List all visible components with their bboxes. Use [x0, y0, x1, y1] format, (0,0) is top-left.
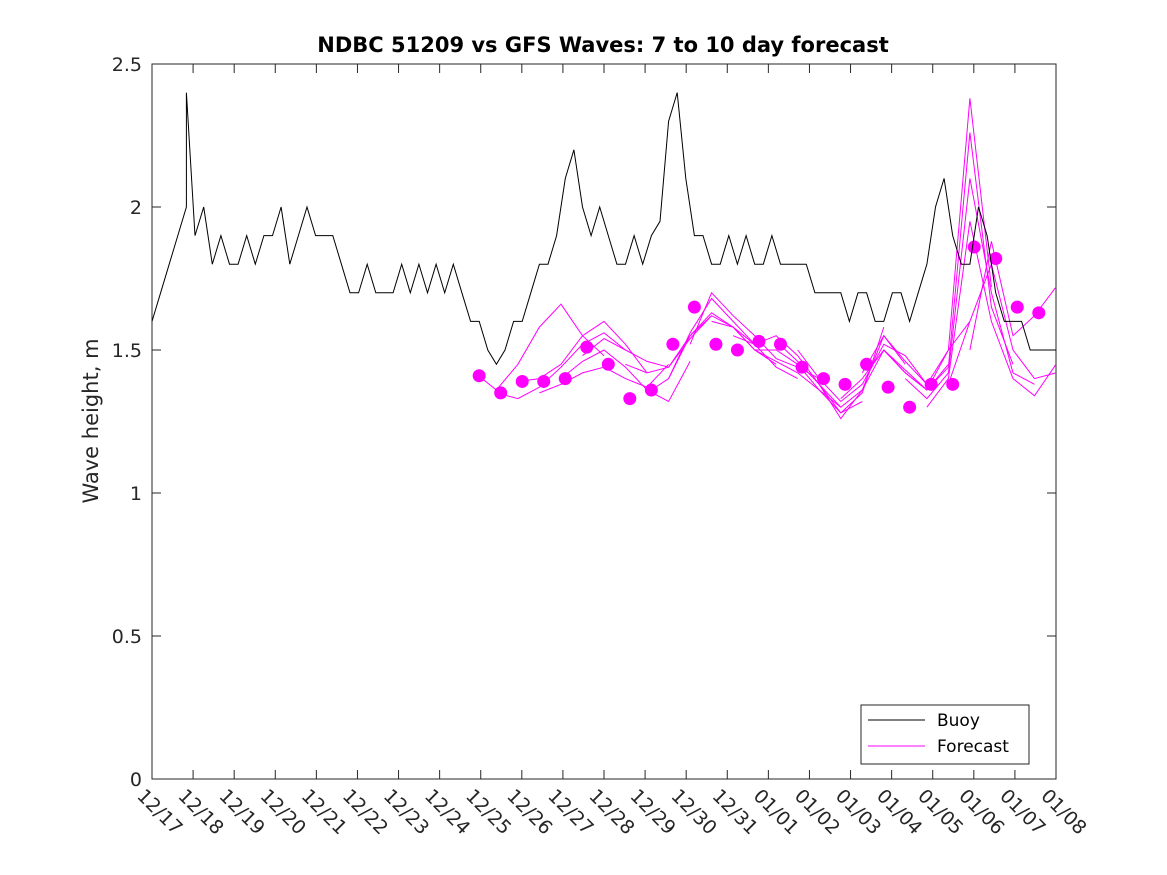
- y-tick-label: 0: [130, 769, 142, 791]
- forecast-point: [666, 337, 680, 351]
- x-tick-label: 12/18: [174, 785, 228, 839]
- forecast-point: [709, 337, 723, 351]
- x-tick-label: 12/23: [379, 785, 433, 839]
- x-tick-label: 12/29: [626, 785, 680, 839]
- x-tick-label: 01/03: [831, 785, 885, 839]
- forecast-point: [580, 340, 594, 354]
- x-tick-label: 12/28: [584, 785, 638, 839]
- legend-box: [860, 704, 1030, 765]
- forecast-point: [773, 337, 787, 351]
- forecast-point: [752, 334, 766, 348]
- forecast-point: [967, 240, 981, 254]
- forecast-point: [1032, 306, 1046, 320]
- x-tick-label: 12/22: [338, 785, 392, 839]
- x-tick-label: 12/17: [132, 785, 186, 839]
- buoy-line: [151, 92, 1056, 366]
- forecast-point: [472, 369, 486, 383]
- forecast-point: [558, 372, 572, 386]
- x-tick-label: 12/30: [667, 785, 721, 839]
- x-tick-label: 12/21: [297, 785, 351, 839]
- forecast-point: [1010, 300, 1024, 314]
- y-tick-label: 1: [130, 483, 142, 505]
- legend-forecast-label: Forecast: [937, 737, 1009, 757]
- forecast-point: [989, 251, 1003, 265]
- forecast-line: [947, 262, 1057, 385]
- forecast-point: [946, 377, 960, 391]
- forecast-point: [537, 374, 551, 388]
- x-tick-label: 01/07: [995, 785, 1049, 839]
- forecast-point: [687, 300, 701, 314]
- forecast-line: [560, 349, 691, 403]
- forecast-point: [515, 374, 529, 388]
- forecast-point: [601, 357, 615, 371]
- x-tick-label: 12/24: [420, 785, 474, 839]
- legend: Buoy Forecast: [860, 704, 1030, 765]
- x-tick-label: 01/05: [913, 785, 967, 839]
- forecast-line: [904, 178, 1035, 400]
- x-tick-label: 12/26: [502, 785, 556, 839]
- forecast-line: [883, 132, 1014, 391]
- forecast-point: [623, 392, 637, 406]
- plot-area: [151, 63, 1057, 780]
- x-tick-label: 12/20: [256, 785, 310, 839]
- x-tick-label: 12/19: [215, 785, 269, 839]
- forecast-point: [730, 343, 744, 357]
- chart-title: NDBC 51209 vs GFS Waves: 7 to 10 day for…: [317, 33, 888, 57]
- forecast-point: [881, 380, 895, 394]
- x-tick-label: 01/01: [749, 785, 803, 839]
- y-axis-label: Wave height, m: [79, 338, 103, 503]
- x-tick-label: 12/31: [708, 785, 762, 839]
- forecast-line: [754, 326, 885, 414]
- forecast-point: [795, 360, 809, 374]
- y-tick-label: 2.5: [112, 54, 142, 76]
- forecast-point: [903, 400, 917, 414]
- forecast-line: [926, 221, 1057, 408]
- forecast-point: [838, 377, 852, 391]
- forecast-line: [668, 297, 798, 380]
- forecast-point: [860, 357, 874, 371]
- forecast-line: [969, 241, 1057, 351]
- y-tick-label: 0.5: [112, 626, 142, 648]
- forecast-point: [817, 372, 831, 386]
- series-layer: [151, 92, 1057, 420]
- x-tick-label: 01/02: [790, 785, 844, 839]
- x-tick-label: 01/08: [1036, 785, 1090, 839]
- forecast-point: [494, 386, 508, 400]
- x-tick-label: 01/04: [872, 785, 926, 839]
- x-tick-label: 12/25: [461, 785, 515, 839]
- forecast-line: [496, 332, 626, 400]
- legend-buoy-label: Buoy: [937, 711, 980, 731]
- forecast-point: [924, 377, 938, 391]
- forecast-point: [644, 383, 658, 397]
- y-tick-label: 2: [130, 197, 142, 219]
- x-tick-label: 12/27: [543, 785, 597, 839]
- y-tick-label: 1.5: [112, 340, 142, 362]
- x-tick-label: 01/06: [954, 785, 1008, 839]
